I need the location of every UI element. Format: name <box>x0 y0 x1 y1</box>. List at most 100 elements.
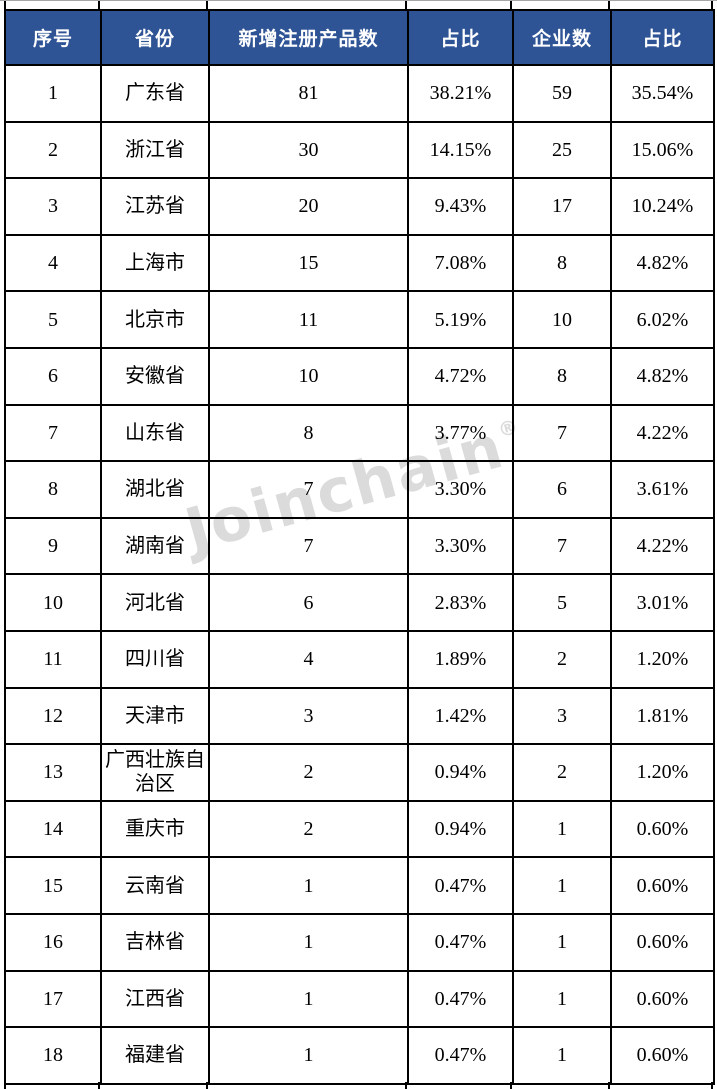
cell-new-registered-products: 8 <box>208 403 409 463</box>
table-row: 17 江西省 1 0.47% 1 0.60% <box>4 969 715 1029</box>
cell-enterprise-count: 2 <box>512 629 612 689</box>
cell-enterprise-count: 7 <box>512 516 612 576</box>
cell-index: 11 <box>4 629 102 689</box>
cell-new-registered-products: 1 <box>208 969 409 1029</box>
cell-index: 7 <box>4 403 102 463</box>
cell-enterprise-share: 3.01% <box>610 573 715 632</box>
table-row: 6 安徽省 10 4.72% 8 4.82% <box>4 346 715 406</box>
cell-new-registered-products: 7 <box>208 516 409 576</box>
cell-index: 1 <box>4 64 102 123</box>
cell-enterprise-share: 1.20% <box>610 743 715 802</box>
cell-enterprise-count: 25 <box>512 120 612 180</box>
cell-enterprise-count: 1 <box>512 912 612 972</box>
cell-province: 北京市 <box>100 290 210 349</box>
cell-province: 江西省 <box>100 969 210 1029</box>
grid-tick <box>512 1082 610 1089</box>
cell-product-share: 5.19% <box>407 290 514 349</box>
cell-province: 安徽省 <box>100 346 210 406</box>
grid-tick <box>610 1 713 9</box>
table-header-row: 序号 省份 新增注册产品数 占比 企业数 占比 <box>4 9 715 66</box>
cell-product-share: 0.47% <box>407 1026 514 1085</box>
cell-product-share: 0.94% <box>407 799 514 859</box>
table-row: 8 湖北省 7 3.30% 6 3.61% <box>4 460 715 519</box>
cell-province: 吉林省 <box>100 912 210 972</box>
cell-enterprise-count: 5 <box>512 573 612 632</box>
cell-province: 四川省 <box>100 629 210 689</box>
cell-enterprise-count: 8 <box>512 346 612 406</box>
cell-index: 16 <box>4 912 102 972</box>
cell-province: 湖北省 <box>100 460 210 519</box>
cell-enterprise-share: 1.81% <box>610 686 715 746</box>
cell-province: 重庆市 <box>100 799 210 859</box>
cell-new-registered-products: 2 <box>208 799 409 859</box>
cell-enterprise-share: 4.22% <box>610 403 715 463</box>
cell-product-share: 14.15% <box>407 120 514 180</box>
table-row: 4 上海市 15 7.08% 8 4.82% <box>4 233 715 293</box>
table-row: 13 广西壮族自治区 2 0.94% 2 1.20% <box>4 743 715 802</box>
cell-new-registered-products: 1 <box>208 856 409 915</box>
cell-province: 上海市 <box>100 233 210 293</box>
grid-tick <box>4 1 100 9</box>
column-header-enterprise-count: 企业数 <box>512 9 612 66</box>
grid-tick <box>208 1 407 9</box>
cell-enterprise-count: 59 <box>512 64 612 123</box>
cell-new-registered-products: 20 <box>208 177 409 236</box>
cell-province: 浙江省 <box>100 120 210 180</box>
cell-product-share: 4.72% <box>407 346 514 406</box>
cell-province: 广西壮族自治区 <box>100 743 210 802</box>
cell-enterprise-share: 4.22% <box>610 516 715 576</box>
table-row: 1 广东省 81 38.21% 59 35.54% <box>4 64 715 123</box>
province-registration-table: 序号 省份 新增注册产品数 占比 企业数 占比 1 广东省 81 38.21% 59 35.54% 2… <box>4 9 715 1085</box>
cell-enterprise-count: 7 <box>512 403 612 463</box>
cell-product-share: 3.30% <box>407 516 514 576</box>
grid-tick <box>4 1082 100 1089</box>
cell-enterprise-count: 2 <box>512 743 612 802</box>
cell-province: 云南省 <box>100 856 210 915</box>
grid-tick <box>407 1 512 9</box>
cell-province: 福建省 <box>100 1026 210 1085</box>
cell-product-share: 3.77% <box>407 403 514 463</box>
table-row: 3 江苏省 20 9.43% 17 10.24% <box>4 177 715 236</box>
cell-enterprise-share: 10.24% <box>610 177 715 236</box>
cell-product-share: 0.94% <box>407 743 514 802</box>
cell-enterprise-share: 0.60% <box>610 1026 715 1085</box>
cell-enterprise-count: 8 <box>512 233 612 293</box>
cell-enterprise-share: 1.20% <box>610 629 715 689</box>
table-row: 7 山东省 8 3.77% 7 4.22% <box>4 403 715 463</box>
cell-index: 2 <box>4 120 102 180</box>
cell-new-registered-products: 15 <box>208 233 409 293</box>
cell-index: 13 <box>4 743 102 802</box>
column-header-province: 省份 <box>100 9 210 66</box>
table-row: 9 湖南省 7 3.30% 7 4.22% <box>4 516 715 576</box>
cell-new-registered-products: 6 <box>208 573 409 632</box>
cell-product-share: 38.21% <box>407 64 514 123</box>
cell-index: 5 <box>4 290 102 349</box>
grid-tick <box>208 1082 407 1089</box>
cell-enterprise-share: 0.60% <box>610 799 715 859</box>
table-row: 15 云南省 1 0.47% 1 0.60% <box>4 856 715 915</box>
cell-enterprise-count: 1 <box>512 856 612 915</box>
grid-tick <box>407 1082 512 1089</box>
table-row: 16 吉林省 1 0.47% 1 0.60% <box>4 912 715 972</box>
cell-new-registered-products: 11 <box>208 290 409 349</box>
cell-index: 3 <box>4 177 102 236</box>
cell-enterprise-count: 1 <box>512 969 612 1029</box>
cell-product-share: 9.43% <box>407 177 514 236</box>
column-header-index: 序号 <box>4 9 102 66</box>
grid-tick <box>610 1082 713 1089</box>
cell-index: 15 <box>4 856 102 915</box>
cell-product-share: 2.83% <box>407 573 514 632</box>
cell-enterprise-count: 1 <box>512 1026 612 1085</box>
column-header-new-registered-products: 新增注册产品数 <box>208 9 409 66</box>
cell-product-share: 0.47% <box>407 969 514 1029</box>
cell-index: 17 <box>4 969 102 1029</box>
cell-new-registered-products: 1 <box>208 912 409 972</box>
cell-product-share: 3.30% <box>407 460 514 519</box>
cell-new-registered-products: 2 <box>208 743 409 802</box>
cell-enterprise-share: 15.06% <box>610 120 715 180</box>
cell-enterprise-count: 6 <box>512 460 612 519</box>
cell-enterprise-share: 0.60% <box>610 856 715 915</box>
cell-new-registered-products: 30 <box>208 120 409 180</box>
grid-tick <box>512 1 610 9</box>
